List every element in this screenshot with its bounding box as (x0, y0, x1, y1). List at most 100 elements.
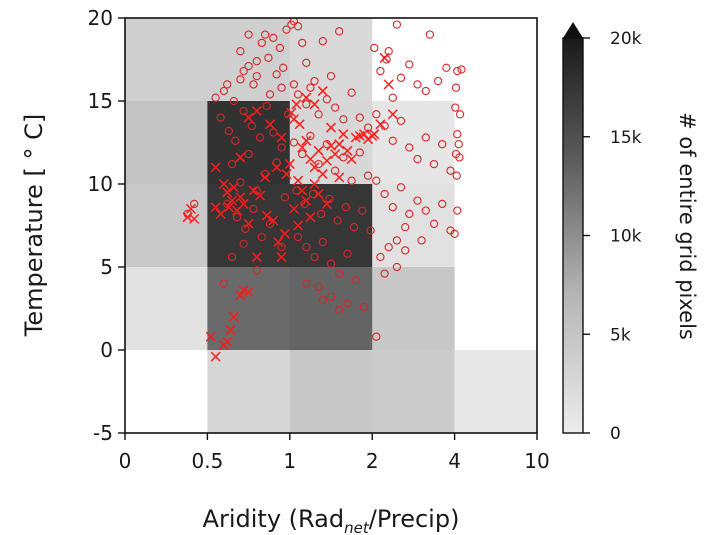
scatter-point-circle (289, 138, 299, 147)
heatmap-cell (289, 267, 373, 351)
scatter-point-x (271, 162, 282, 173)
scatter-point-x (297, 185, 308, 196)
scatter-point-x (264, 119, 276, 130)
scatter-point-circle (314, 159, 323, 169)
scatter-point-circle (438, 199, 447, 209)
scatter-point-circle (343, 299, 352, 308)
scatter-point-circle (239, 239, 248, 248)
scatter-point-circle (318, 37, 327, 46)
scatter-point-x (325, 140, 337, 151)
scatter-point-circle (453, 130, 462, 139)
scatter-point-x (334, 172, 345, 183)
x-tick-label: 0.5 (191, 449, 223, 473)
scatter-point-circle (279, 63, 288, 72)
scatter-point-x (228, 311, 239, 322)
scatter-point-circle (351, 276, 360, 285)
scatter-point-circle (376, 66, 385, 76)
y-tick-label: -5 (93, 421, 113, 445)
scatter-point-circle (455, 110, 465, 119)
scatter-point-circle (343, 249, 352, 258)
scatter-point-x (375, 119, 386, 130)
scatter-point-circle (372, 176, 381, 185)
scatter-point-circle (326, 71, 336, 81)
scatter-point-circle (388, 136, 397, 145)
x-tick-label: 4 (448, 449, 461, 473)
scatter-point-circle (442, 63, 451, 72)
y-tick-label: 10 (88, 172, 113, 196)
scatter-point-x (284, 159, 295, 170)
scatter-point-circle (293, 22, 303, 31)
scatter-point-circle (421, 133, 430, 142)
scatter-point-x (317, 86, 328, 97)
scatter-point-x (276, 132, 287, 143)
scatter-point-circle (347, 88, 356, 97)
scatter-point-x (309, 178, 320, 190)
scatter-point-circle (316, 209, 326, 219)
scatter-point-x (383, 79, 394, 90)
heatmap-cell (289, 350, 373, 433)
scatter-point-circle (433, 76, 443, 86)
scatter-point-x (228, 182, 239, 193)
scatter-point-x (243, 218, 254, 229)
scatter-point-circle (247, 121, 257, 131)
heatmap-cell (125, 350, 208, 433)
scatter-point-circle (293, 232, 303, 242)
scatter-point-x (305, 154, 316, 165)
scatter-point-circle (429, 219, 439, 228)
colorbar-ticks: 0 5k 10k 15k 20k (583, 29, 642, 444)
scatter-point-circle (425, 30, 435, 39)
scatter-point-circle (392, 262, 402, 272)
scatter-point-x (260, 172, 271, 183)
scatter-point-circle (401, 246, 410, 255)
scatter-point-circle (384, 47, 393, 56)
scatter-point-x (235, 290, 246, 301)
scatter-point-circle (292, 186, 301, 195)
scatter-point-circle (405, 60, 414, 69)
colorbar-tick-label: 5k (610, 325, 631, 345)
scatter-point-x (251, 105, 262, 116)
y-axis-ticks: -5 0 5 10 15 20 (88, 6, 125, 445)
scatter-point-circle (252, 266, 261, 275)
scatter-point-circle (380, 269, 389, 278)
scatter-point-x (225, 325, 236, 336)
scatter-point-circle (257, 232, 266, 242)
colorbar-tick-label: 15k (610, 128, 642, 148)
scatter-point-circle (275, 43, 285, 53)
scatter-point-circle (260, 30, 270, 39)
scatter-point-circle (262, 101, 271, 111)
scatter-point-x (235, 192, 246, 203)
scatter-point-x (210, 202, 221, 213)
scatter-point-x (301, 135, 312, 146)
scatter-point-circle (405, 143, 414, 152)
scatter-point-circle (239, 106, 248, 116)
scatter-point-circle (249, 204, 258, 214)
colorbar-tick-label: 10k (610, 227, 642, 247)
scatter-point-circle (453, 66, 462, 76)
scatter-point-x (288, 203, 299, 214)
scatter-point-circle (396, 183, 406, 192)
scatter-point-circle (370, 43, 379, 53)
scatter-point-circle (289, 80, 299, 89)
heatmap-cell (454, 101, 537, 185)
scatter-point-x (189, 213, 200, 224)
scatter-point-circle (272, 158, 281, 167)
x-tick-label: 10 (524, 449, 549, 473)
scatter-point-x (346, 154, 357, 165)
scatter-point-circle (277, 83, 286, 92)
scatter-point-x (330, 149, 341, 160)
scatter-point-circle (255, 133, 265, 142)
scatter-point-circle (396, 116, 406, 126)
scatter-point-circle (318, 296, 327, 305)
scatter-point-circle (421, 206, 430, 215)
scatter-point-circle (244, 149, 253, 159)
scatter-point-circle (335, 269, 344, 278)
scatter-point-x (261, 210, 272, 221)
scatter-point-x (301, 195, 312, 206)
scatter-point-circle (384, 242, 393, 252)
scatter-point-circle (392, 236, 402, 245)
scatter-point-x (268, 215, 279, 226)
scatter-point-x (227, 195, 238, 206)
scatter-point-x (182, 212, 193, 223)
scatter-point-x (293, 220, 304, 231)
plot-frame (124, 17, 538, 434)
